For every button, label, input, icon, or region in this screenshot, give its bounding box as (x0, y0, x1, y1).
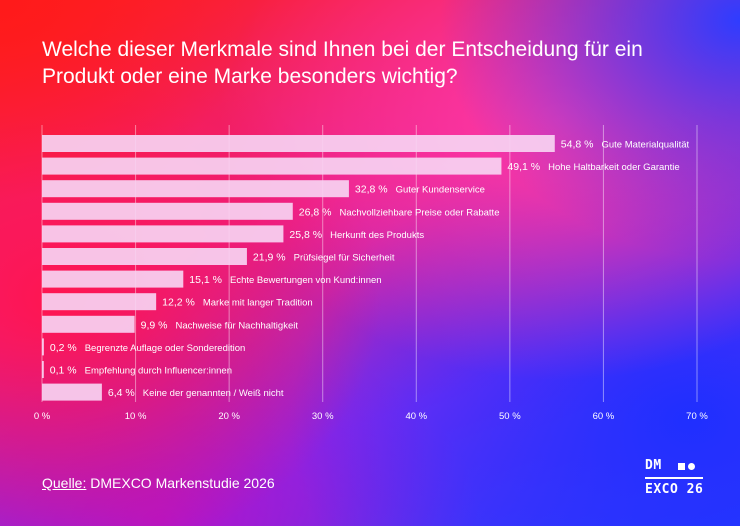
bar-value-label: 12,2 % (162, 297, 195, 309)
bar (42, 157, 502, 175)
bar-value-label: 49,1 % (507, 161, 540, 173)
source-label: Quelle: (42, 475, 87, 491)
bar (42, 225, 284, 243)
bar-value-label: 26,8 % (299, 206, 332, 218)
source-note: Quelle: DMEXCO Markenstudie 2026 (42, 475, 275, 491)
bar-category-label: Nachweise für Nachhaltigkeit (175, 320, 298, 331)
bar-value-label: 15,1 % (189, 274, 222, 286)
bar-value-label: 25,8 % (289, 229, 322, 241)
bar-category-label: Empfehlung durch Influencer:innen (85, 366, 232, 377)
bar-value-label: 9,9 % (141, 319, 168, 331)
bar-category-label: Keine der genannten / Weiß nicht (143, 388, 284, 399)
bar (42, 361, 44, 378)
bar (42, 135, 555, 152)
logo-dot-icon (687, 462, 695, 470)
bar-category-label: Nachvollziehbare Preise oder Rabatte (339, 207, 499, 218)
bar-category-label: Prüfsiegel für Sicherheit (294, 253, 395, 264)
x-tick-label: 30 % (312, 411, 334, 422)
bar (42, 338, 44, 356)
bar (42, 270, 184, 288)
bar-category-label: Marke mit langer Tradition (203, 298, 313, 309)
bar-category-label: Echte Bewertungen von Kund:innen (230, 275, 382, 286)
x-tick-label: 20 % (218, 411, 240, 422)
bar-value-label: 0,1 % (50, 365, 77, 377)
bar (42, 383, 102, 401)
bar-value-label: 32,8 % (355, 184, 388, 196)
x-tick-label: 70 % (686, 411, 708, 422)
chart-title: Welche dieser Merkmale sind Ihnen bei de… (42, 38, 643, 88)
bar-value-label: 54,8 % (561, 139, 594, 151)
bar (42, 180, 349, 198)
bar-category-label: Hohe Haltbarkeit oder Garantie (548, 162, 680, 173)
bar (42, 293, 157, 311)
bar-category-label: Gute Materialqualität (601, 140, 689, 151)
logo-square-icon (677, 462, 685, 470)
x-tick-label: 60 % (593, 411, 615, 422)
bar-category-label: Guter Kundenservice (396, 185, 485, 196)
logo-line-2: EXCO 26 (645, 482, 704, 497)
bar-value-label: 6,4 % (108, 387, 135, 399)
bar-category-label: Herkunft des Produkts (330, 230, 424, 241)
x-tick-label: 50 % (499, 411, 521, 422)
logo-line-1: DM (645, 458, 662, 473)
bar (42, 248, 247, 265)
bar (42, 315, 135, 333)
x-tick-label: 10 % (125, 411, 147, 422)
bar (42, 202, 293, 220)
bar-value-label: 21,9 % (253, 252, 286, 264)
x-tick-label: 0 % (34, 411, 51, 422)
bar-value-label: 0,2 % (50, 342, 77, 354)
dmexco-logo: DM EXCO 26 (645, 456, 704, 500)
bar-category-label: Begrenzte Auflage oder Sonderedition (85, 343, 246, 354)
source-text: DMEXCO Markenstudie 2026 (90, 475, 275, 491)
x-tick-label: 40 % (405, 411, 427, 422)
